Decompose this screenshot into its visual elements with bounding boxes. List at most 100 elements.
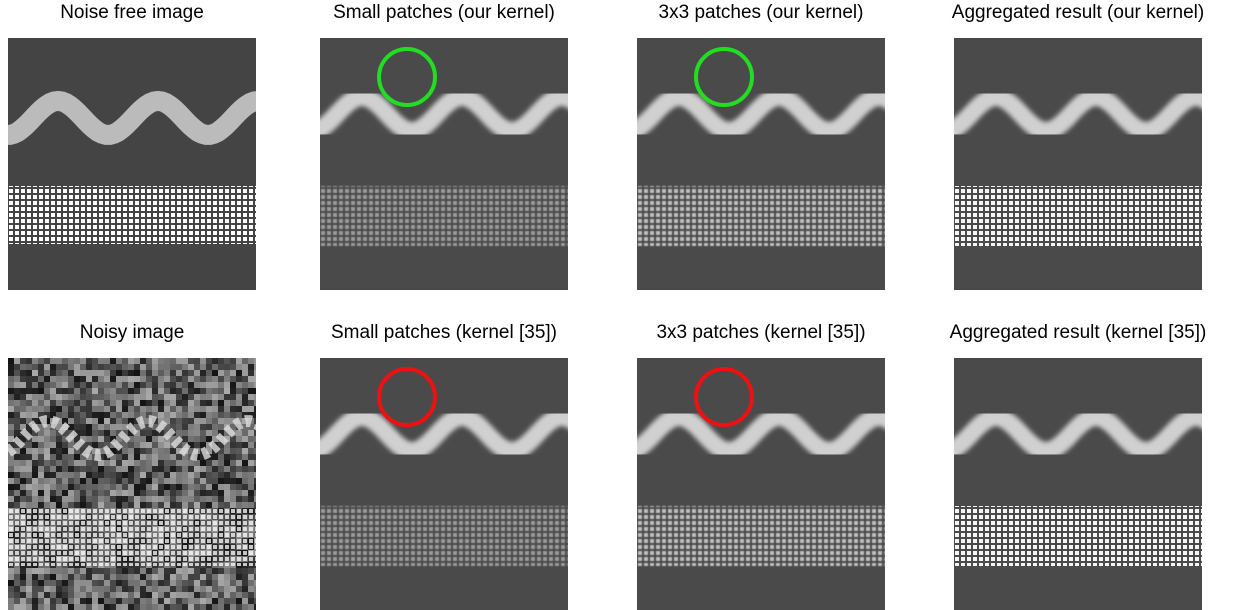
noise: [62, 598, 68, 604]
noise: [92, 604, 98, 610]
noise: [26, 454, 32, 460]
noise: [104, 424, 110, 430]
noise: [236, 400, 242, 406]
noise: [50, 376, 56, 382]
noise: [116, 604, 122, 610]
noise: [98, 598, 104, 604]
noise: [140, 586, 146, 592]
noise: [86, 418, 92, 424]
noise: [50, 400, 56, 406]
noise: [182, 466, 188, 472]
noise: [152, 382, 158, 388]
noise: [50, 442, 56, 448]
panel-title: Noise free image: [60, 2, 204, 23]
noise: [158, 418, 164, 424]
noise: [140, 406, 146, 412]
noise: [164, 502, 170, 508]
noise: [158, 430, 164, 436]
noise: [38, 490, 44, 496]
noise: [44, 430, 50, 436]
noise: [86, 400, 92, 406]
noise: [104, 358, 110, 364]
noise: [212, 388, 218, 394]
noise: [242, 454, 248, 460]
noise: [164, 592, 170, 598]
noise: [134, 424, 140, 430]
noise: [158, 412, 164, 418]
panel-title: 3x3 patches (kernel [35]): [656, 322, 865, 343]
noise: [206, 580, 212, 586]
noise: [230, 364, 236, 370]
noise: [26, 376, 32, 382]
noise: [62, 430, 68, 436]
noise: [116, 394, 122, 400]
noise: [170, 418, 176, 424]
noise: [206, 370, 212, 376]
noise: [86, 376, 92, 382]
wave: [8, 90, 256, 145]
noise: [146, 376, 152, 382]
noise: [140, 592, 146, 598]
noise: [68, 418, 74, 424]
noise: [212, 412, 218, 418]
noise: [74, 586, 80, 592]
noise: [128, 574, 134, 580]
noise: [32, 472, 38, 478]
panel-image: [637, 358, 885, 610]
noise: [128, 400, 134, 406]
noise: [80, 460, 86, 466]
noise: [14, 424, 20, 430]
noise: [86, 454, 92, 460]
noise: [26, 502, 32, 508]
noise: [152, 430, 158, 436]
noise: [224, 448, 230, 454]
noise: [134, 604, 140, 610]
noise: [206, 592, 212, 598]
noise: [200, 412, 206, 418]
noise: [98, 400, 104, 406]
noise: [146, 370, 152, 376]
noise: [86, 502, 92, 508]
noise: [182, 586, 188, 592]
noise: [116, 472, 122, 478]
noise: [122, 430, 128, 436]
noise: [68, 586, 74, 592]
noise: [248, 424, 254, 430]
noise: [62, 472, 68, 478]
noise: [26, 388, 32, 394]
noise: [170, 502, 176, 508]
noise: [140, 454, 146, 460]
noise: [116, 364, 122, 370]
noise: [236, 574, 242, 580]
noise: [254, 442, 256, 448]
noise: [68, 364, 74, 370]
noise: [8, 604, 14, 610]
noise: [224, 478, 230, 484]
wave: [320, 87, 568, 140]
noise: [248, 358, 254, 364]
noise: [230, 382, 236, 388]
noise: [140, 436, 146, 442]
noise: [14, 484, 20, 490]
noise: [68, 412, 74, 418]
noise: [86, 604, 92, 610]
noise: [224, 430, 230, 436]
noise: [200, 574, 206, 580]
noise: [206, 358, 212, 364]
noise: [248, 580, 254, 586]
noise: [104, 568, 110, 574]
noise: [122, 478, 128, 484]
noise: [68, 376, 74, 382]
noise: [152, 586, 158, 592]
noise: [224, 358, 230, 364]
noise: [134, 436, 140, 442]
noise: [50, 478, 56, 484]
noise: [128, 604, 134, 610]
noise: [170, 598, 176, 604]
noise: [86, 388, 92, 394]
noise: [176, 598, 182, 604]
noise: [38, 400, 44, 406]
noise: [56, 496, 62, 502]
noise: [194, 604, 200, 610]
